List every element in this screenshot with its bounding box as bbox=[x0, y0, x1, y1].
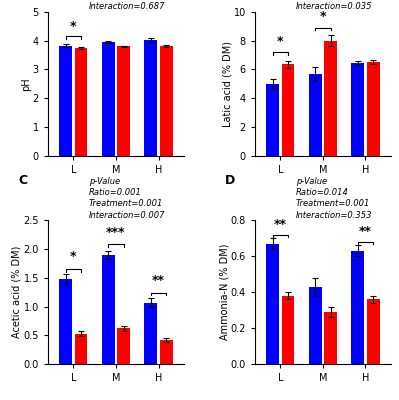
Bar bbox=[117, 46, 130, 156]
Bar bbox=[352, 63, 364, 156]
Text: *: * bbox=[277, 35, 284, 48]
Text: p-Value
Ratio=0.001
Treatment=0.001
Interaction=0.007: p-Value Ratio=0.001 Treatment=0.001 Inte… bbox=[89, 177, 165, 220]
Bar bbox=[282, 64, 294, 156]
Text: p-Value
Ratio=0.500
Treatment=0.112
Interaction=0.687: p-Value Ratio=0.500 Treatment=0.112 Inte… bbox=[89, 0, 165, 11]
Bar bbox=[144, 40, 157, 156]
Text: D: D bbox=[225, 174, 235, 187]
Y-axis label: Ammonia-N (% DM): Ammonia-N (% DM) bbox=[219, 244, 229, 340]
Text: ***: *** bbox=[106, 226, 126, 239]
Bar bbox=[160, 340, 172, 364]
Text: C: C bbox=[18, 174, 27, 187]
Text: p-Value
Ratio=0.014
Treatment=0.001
Interaction=0.353: p-Value Ratio=0.014 Treatment=0.001 Inte… bbox=[296, 177, 372, 220]
Text: p-Value
Ratio=0.028
Treatment=0.002
Interaction=0.035: p-Value Ratio=0.028 Treatment=0.002 Inte… bbox=[296, 0, 372, 11]
Bar bbox=[282, 296, 294, 364]
Y-axis label: Acetic acid (% DM): Acetic acid (% DM) bbox=[12, 246, 22, 338]
Bar bbox=[160, 46, 172, 156]
Bar bbox=[75, 334, 87, 364]
Bar bbox=[117, 328, 130, 364]
Text: **: ** bbox=[359, 225, 372, 238]
Bar bbox=[102, 42, 115, 156]
Bar bbox=[59, 279, 72, 364]
Bar bbox=[324, 41, 337, 156]
Text: *: * bbox=[70, 20, 77, 33]
Y-axis label: Latic acid (% DM): Latic acid (% DM) bbox=[222, 41, 232, 127]
Bar bbox=[144, 302, 157, 364]
Bar bbox=[309, 74, 322, 156]
Text: *: * bbox=[70, 250, 77, 264]
Bar bbox=[352, 251, 364, 364]
Text: *: * bbox=[320, 10, 326, 24]
Bar bbox=[367, 299, 379, 364]
Text: **: ** bbox=[152, 274, 165, 287]
Bar bbox=[309, 287, 322, 364]
Bar bbox=[267, 84, 279, 156]
Bar bbox=[324, 312, 337, 364]
Text: **: ** bbox=[274, 218, 287, 231]
Bar bbox=[59, 46, 72, 156]
Bar bbox=[75, 48, 87, 156]
Y-axis label: pH: pH bbox=[21, 77, 31, 91]
Bar bbox=[367, 62, 379, 156]
Bar bbox=[102, 255, 115, 364]
Bar bbox=[267, 244, 279, 364]
